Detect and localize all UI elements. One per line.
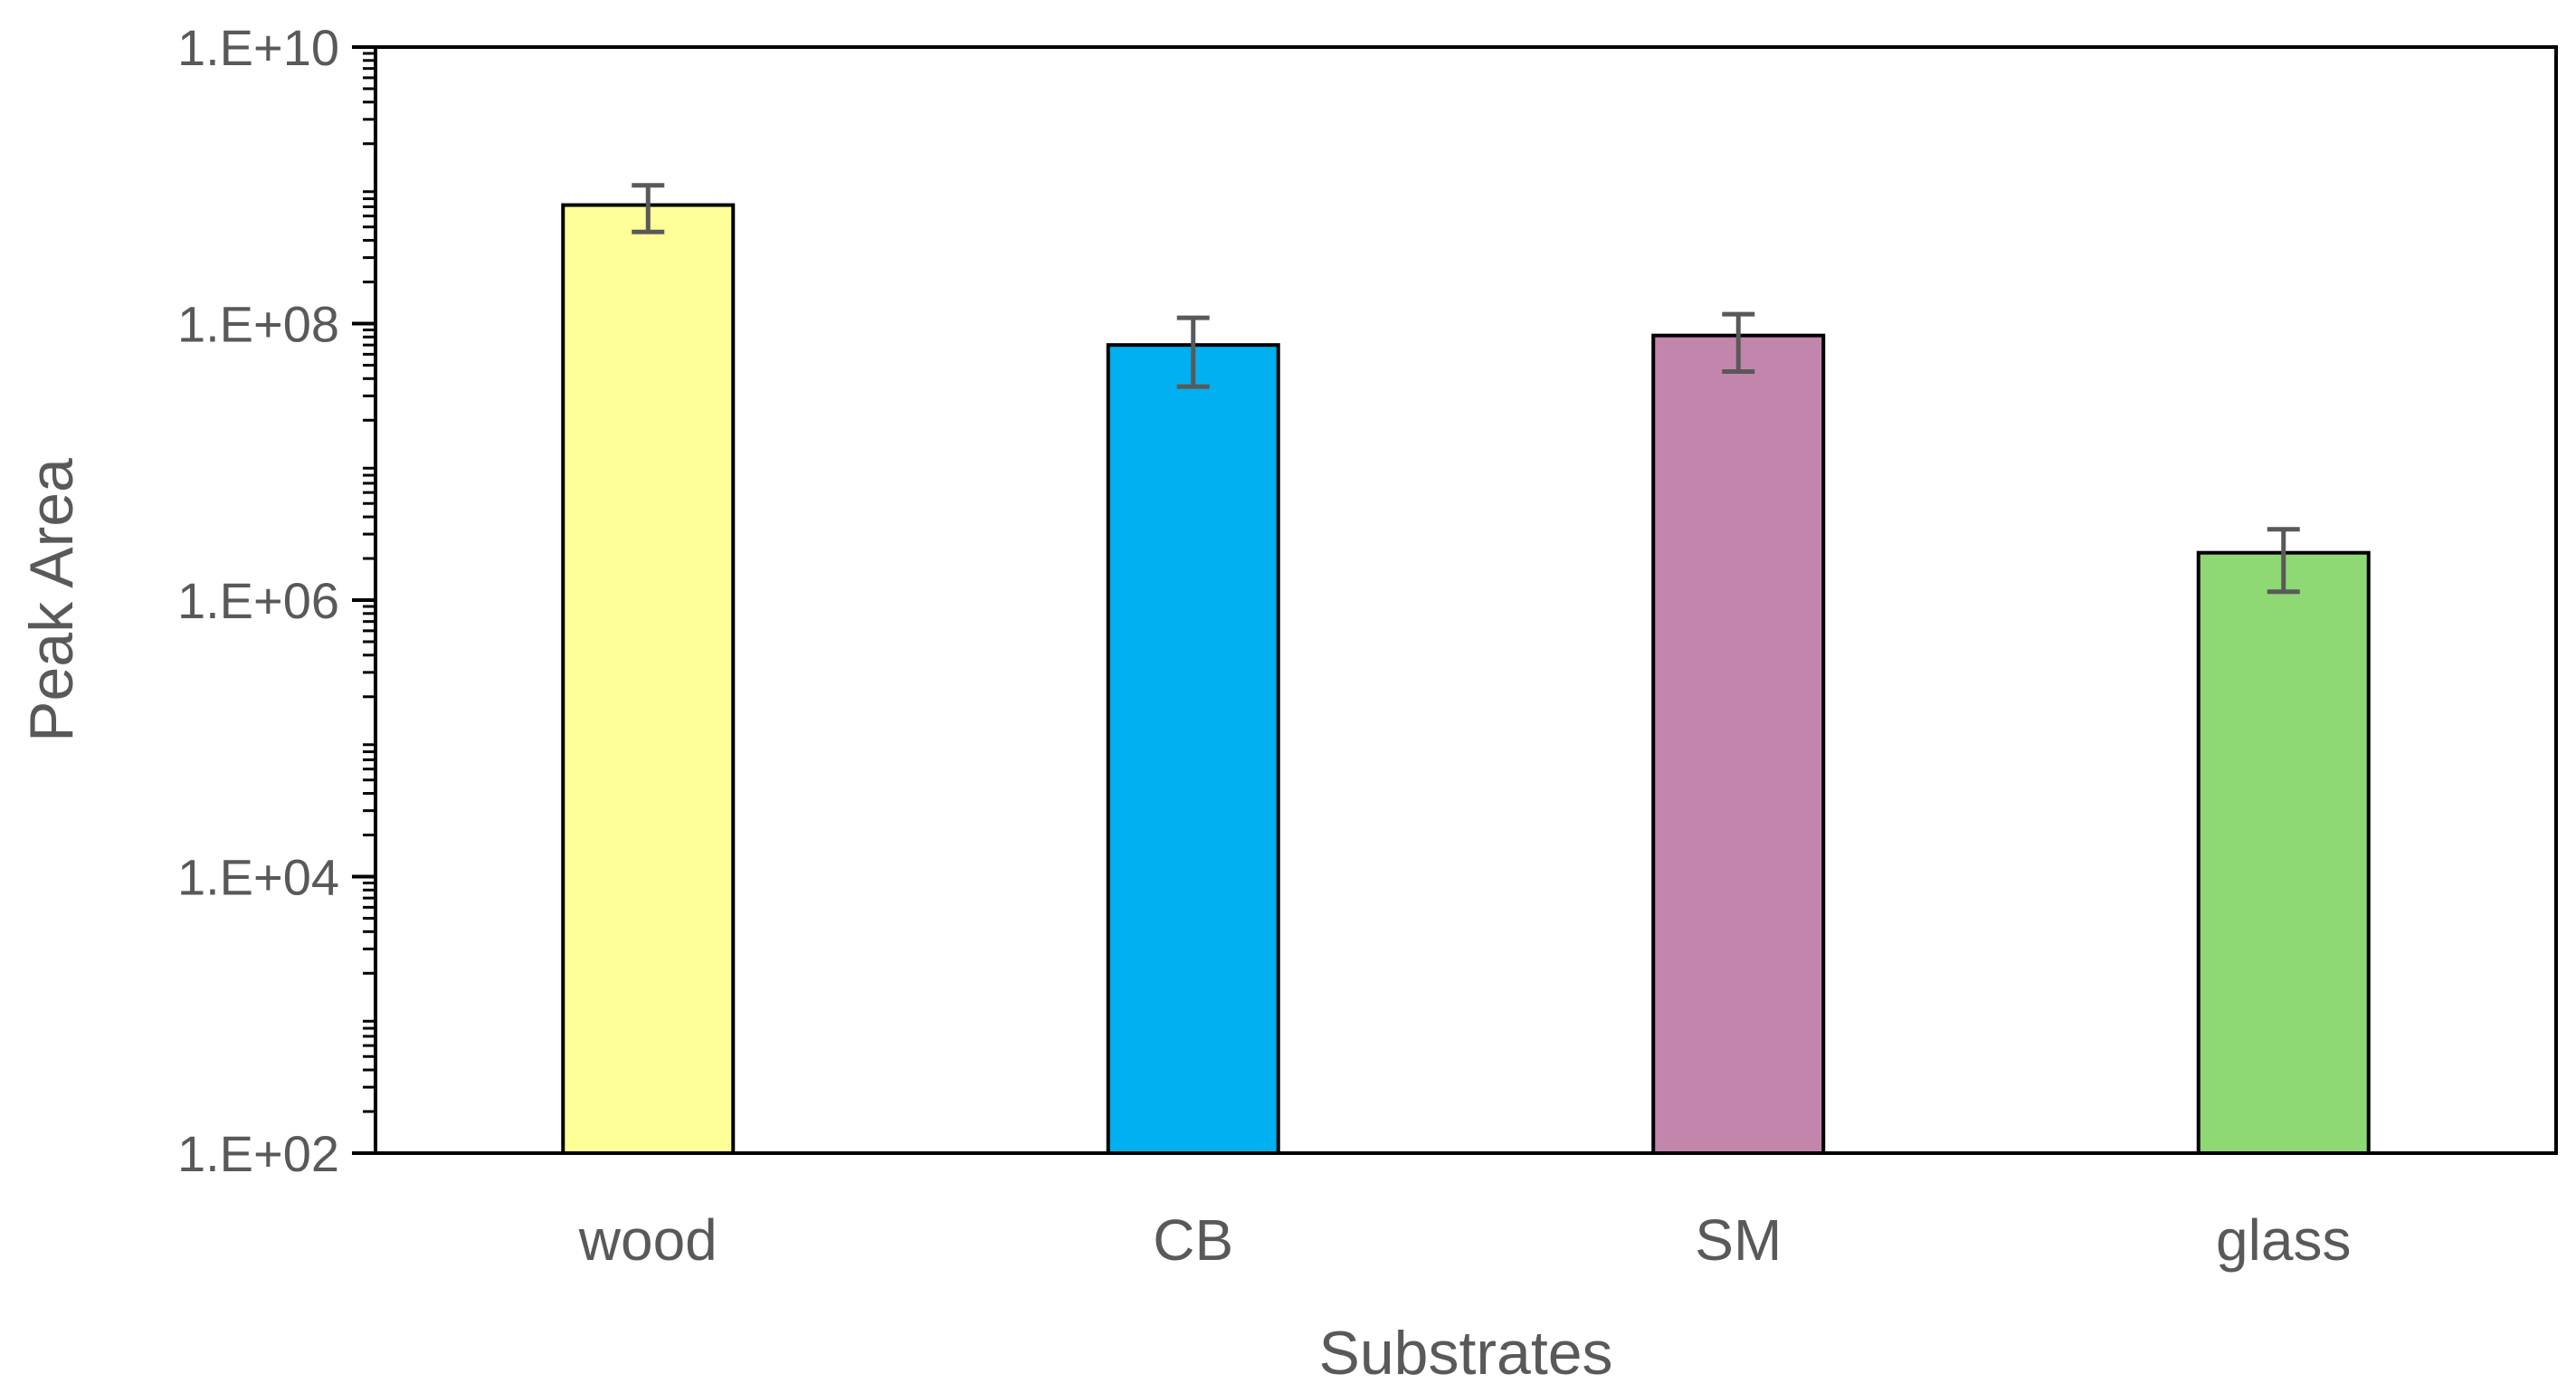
plot-area <box>374 45 2558 1155</box>
category-label-cb: CB <box>1153 1207 1233 1273</box>
y-tick-label: 1.E+04 <box>177 849 339 906</box>
x-axis-title: Substrates <box>1318 1319 1612 1388</box>
bar-wood <box>561 203 736 1155</box>
error-bar-glass <box>2267 527 2300 595</box>
bars <box>561 203 2371 1156</box>
category-label-glass: glass <box>2216 1207 2351 1273</box>
y-axis-tick-labels: 1.E+02 1.E+04 1.E+06 1.E+08 1.E+10 <box>177 19 339 1182</box>
error-bar-sm <box>1722 311 1755 374</box>
y-axis-major-ticks <box>352 45 375 1155</box>
error-bars <box>632 183 2300 595</box>
y-tick-label: 1.E+08 <box>177 296 339 353</box>
bar-cb <box>1106 343 1280 1156</box>
y-axis-minor-ticks <box>363 52 375 1113</box>
bar-glass <box>2196 550 2371 1155</box>
x-axis-category-labels: wood CB SM glass <box>578 1207 2352 1273</box>
category-label-wood: wood <box>578 1207 718 1273</box>
y-tick-label: 1.E+02 <box>177 1125 339 1182</box>
y-tick-label: 1.E+06 <box>177 572 339 629</box>
category-label-sm: SM <box>1695 1207 1782 1273</box>
bar-sm <box>1651 333 1826 1156</box>
y-axis-title: Peak Area <box>17 458 86 742</box>
error-bar-cb <box>1176 315 1210 389</box>
error-bar-wood <box>632 183 665 234</box>
y-tick-label: 1.E+10 <box>177 19 339 76</box>
